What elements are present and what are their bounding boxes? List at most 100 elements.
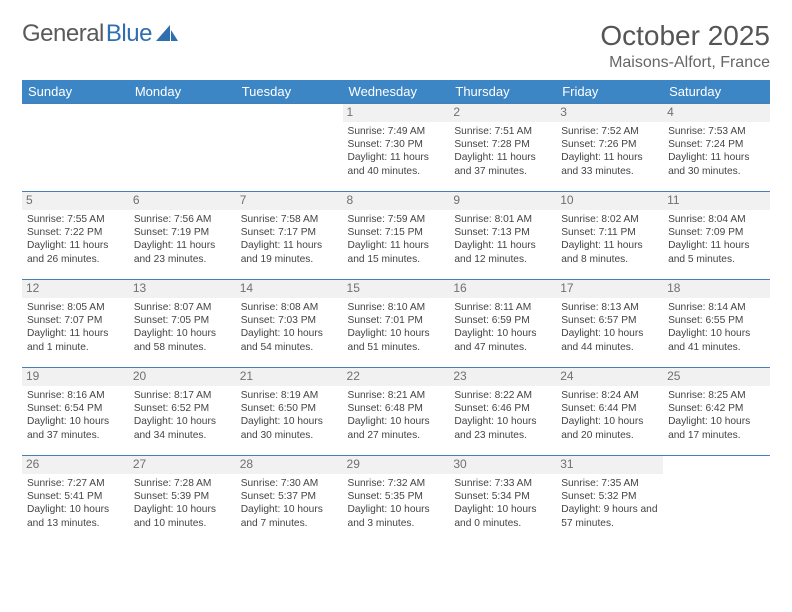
calendar-day-cell: 29 Sunrise: 7:32 AMSunset: 5:35 PMDayligh…	[343, 456, 450, 544]
day-info-line: Daylight: 10 hours and 54 minutes.	[241, 327, 338, 353]
day-info-line: Daylight: 11 hours and 15 minutes.	[348, 239, 445, 265]
day-info-line: Sunset: 7:28 PM	[454, 138, 551, 151]
calendar-day-cell: 13Sunrise: 8:07 AMSunset: 7:05 PMDayligh…	[129, 280, 236, 368]
day-number: 6	[129, 192, 236, 210]
day-info-line: Sunset: 6:48 PM	[348, 402, 445, 415]
day-info-line: Sunset: 6:59 PM	[454, 314, 551, 327]
calendar-day-cell: 31 Sunrise: 7:35 AMSunset: 5:32 PMDayligh…	[556, 456, 663, 544]
day-info-line: Sunset: 5:35 PM	[348, 490, 445, 503]
day-info-line: Daylight: 9 hours and 57 minutes.	[561, 503, 658, 529]
calendar-day-cell: 26Sunrise: 7:27 AMSunset: 5:41 PMDayligh…	[22, 456, 129, 544]
day-info-line: Sunrise: 7:33 AM	[454, 477, 551, 490]
day-info-line: Daylight: 11 hours and 8 minutes.	[561, 239, 658, 265]
day-number: 16	[449, 280, 556, 298]
day-info-line: Sunrise: 7:52 AM	[561, 125, 658, 138]
calendar-day-cell: 20 Sunrise: 8:17 AMSunset: 6:52 PMDayligh…	[129, 368, 236, 456]
day-number: 15	[343, 280, 450, 298]
day-info-line: Sunrise: 7:56 AM	[134, 213, 231, 226]
day-info-line: Daylight: 10 hours and 7 minutes.	[241, 503, 338, 529]
day-info-line: Daylight: 11 hours and 37 minutes.	[454, 151, 551, 177]
calendar-table: SundayMondayTuesdayWednesdayThursdayFrid…	[22, 80, 770, 544]
day-info-line: Sunrise: 7:28 AM	[134, 477, 231, 490]
calendar-day-cell: 14Sunrise: 8:08 AMSunset: 7:03 PMDayligh…	[236, 280, 343, 368]
day-number: 20	[129, 368, 236, 386]
brand-part1: General	[22, 20, 104, 48]
day-info-line: Sunset: 6:55 PM	[668, 314, 765, 327]
day-number: 14	[236, 280, 343, 298]
calendar-day-cell: 10Sunrise: 8:02 AMSunset: 7:11 PMDayligh…	[556, 192, 663, 280]
day-info-line: Daylight: 10 hours and 34 minutes.	[134, 415, 231, 441]
day-number: 12	[22, 280, 129, 298]
day-info-line: Sunrise: 8:11 AM	[454, 301, 551, 314]
day-info-line: Sunset: 5:32 PM	[561, 490, 658, 503]
day-number: 1	[343, 104, 450, 122]
calendar-day-cell: 1Sunrise: 7:49 AMSunset: 7:30 PMDaylight…	[343, 104, 450, 192]
calendar-day-cell: 25Sunrise: 8:25 AMSunset: 6:42 PMDayligh…	[663, 368, 770, 456]
calendar-day-cell: 28 Sunrise: 7:30 AMSunset: 5:37 PMDayligh…	[236, 456, 343, 544]
weekday-header: Monday	[129, 80, 236, 104]
day-number: 31	[556, 456, 663, 474]
calendar-day-cell: 21Sunrise: 8:19 AMSunset: 6:50 PMDayligh…	[236, 368, 343, 456]
header-bar: GeneralBlue October 2025 Maisons-Alfort,…	[22, 20, 770, 72]
weekday-header: Friday	[556, 80, 663, 104]
day-number: 19	[22, 368, 129, 386]
day-info-line: Sunrise: 8:08 AM	[241, 301, 338, 314]
calendar-day-cell: 30Sunrise: 7:33 AMSunset: 5:34 PMDayligh…	[449, 456, 556, 544]
calendar-week-row: 12Sunrise: 8:05 AMSunset: 7:07 PMDayligh…	[22, 280, 770, 368]
day-info-line: Sunset: 6:52 PM	[134, 402, 231, 415]
day-info-line: Sunrise: 8:24 AM	[561, 389, 658, 402]
calendar-day-cell: .	[22, 104, 129, 192]
day-number: 22	[343, 368, 450, 386]
day-info-line: Sunset: 6:57 PM	[561, 314, 658, 327]
calendar-day-cell: 11Sunrise: 8:04 AMSunset: 7:09 PMDayligh…	[663, 192, 770, 280]
day-info-line: Sunrise: 7:49 AM	[348, 125, 445, 138]
day-number: 4	[663, 104, 770, 122]
day-number: 8	[343, 192, 450, 210]
day-info-line: Sunset: 6:50 PM	[241, 402, 338, 415]
calendar-day-cell: 16 Sunrise: 8:11 AMSunset: 6:59 PMDayligh…	[449, 280, 556, 368]
day-number: 5	[22, 192, 129, 210]
day-info-line: Sunset: 7:01 PM	[348, 314, 445, 327]
day-info-line: Sunrise: 7:53 AM	[668, 125, 765, 138]
day-info-line: Daylight: 11 hours and 12 minutes.	[454, 239, 551, 265]
day-number: 24	[556, 368, 663, 386]
day-info-line: Sunrise: 8:19 AM	[241, 389, 338, 402]
calendar-week-row: 5Sunrise: 7:55 AMSunset: 7:22 PMDaylight…	[22, 192, 770, 280]
calendar-day-cell: 24Sunrise: 8:24 AMSunset: 6:44 PMDayligh…	[556, 368, 663, 456]
month-title: October 2025	[600, 20, 770, 52]
calendar-day-cell: .	[236, 104, 343, 192]
day-info-line: Daylight: 11 hours and 1 minute.	[27, 327, 124, 353]
day-info-line: Sunrise: 8:02 AM	[561, 213, 658, 226]
day-info-line: Sunset: 5:37 PM	[241, 490, 338, 503]
day-number: 26	[22, 456, 129, 474]
day-info-line: Sunset: 7:19 PM	[134, 226, 231, 239]
day-number: 30	[449, 456, 556, 474]
day-number: 29	[343, 456, 450, 474]
day-info-line: Daylight: 10 hours and 3 minutes.	[348, 503, 445, 529]
day-info-line: Daylight: 11 hours and 26 minutes.	[27, 239, 124, 265]
day-info-line: Daylight: 10 hours and 23 minutes.	[454, 415, 551, 441]
day-info-line: Sunset: 7:24 PM	[668, 138, 765, 151]
day-info-line: Sunset: 7:22 PM	[27, 226, 124, 239]
day-info-line: Sunrise: 7:27 AM	[27, 477, 124, 490]
day-info-line: Sunset: 7:07 PM	[27, 314, 124, 327]
day-info-line: Daylight: 10 hours and 47 minutes.	[454, 327, 551, 353]
day-number: 2	[449, 104, 556, 122]
day-info-line: Sunrise: 7:30 AM	[241, 477, 338, 490]
day-info-line: Sunrise: 7:32 AM	[348, 477, 445, 490]
day-info-line: Daylight: 10 hours and 17 minutes.	[668, 415, 765, 441]
calendar-week-row: ...1Sunrise: 7:49 AMSunset: 7:30 PMDayli…	[22, 104, 770, 192]
day-info-line: Daylight: 10 hours and 30 minutes.	[241, 415, 338, 441]
day-info-line: Daylight: 11 hours and 19 minutes.	[241, 239, 338, 265]
day-info-line: Daylight: 11 hours and 33 minutes.	[561, 151, 658, 177]
day-info-line: Sunset: 7:15 PM	[348, 226, 445, 239]
sail-icon	[156, 23, 178, 48]
day-number: 28	[236, 456, 343, 474]
title-block: October 2025 Maisons-Alfort, France	[600, 20, 770, 72]
day-info-line: Sunrise: 7:35 AM	[561, 477, 658, 490]
day-info-line: Sunrise: 8:21 AM	[348, 389, 445, 402]
calendar-day-cell: 9Sunrise: 8:01 AMSunset: 7:13 PMDaylight…	[449, 192, 556, 280]
calendar-day-cell: 7Sunrise: 7:58 AMSunset: 7:17 PMDaylight…	[236, 192, 343, 280]
day-info-line: Sunrise: 8:17 AM	[134, 389, 231, 402]
calendar-week-row: 26Sunrise: 7:27 AMSunset: 5:41 PMDayligh…	[22, 456, 770, 544]
